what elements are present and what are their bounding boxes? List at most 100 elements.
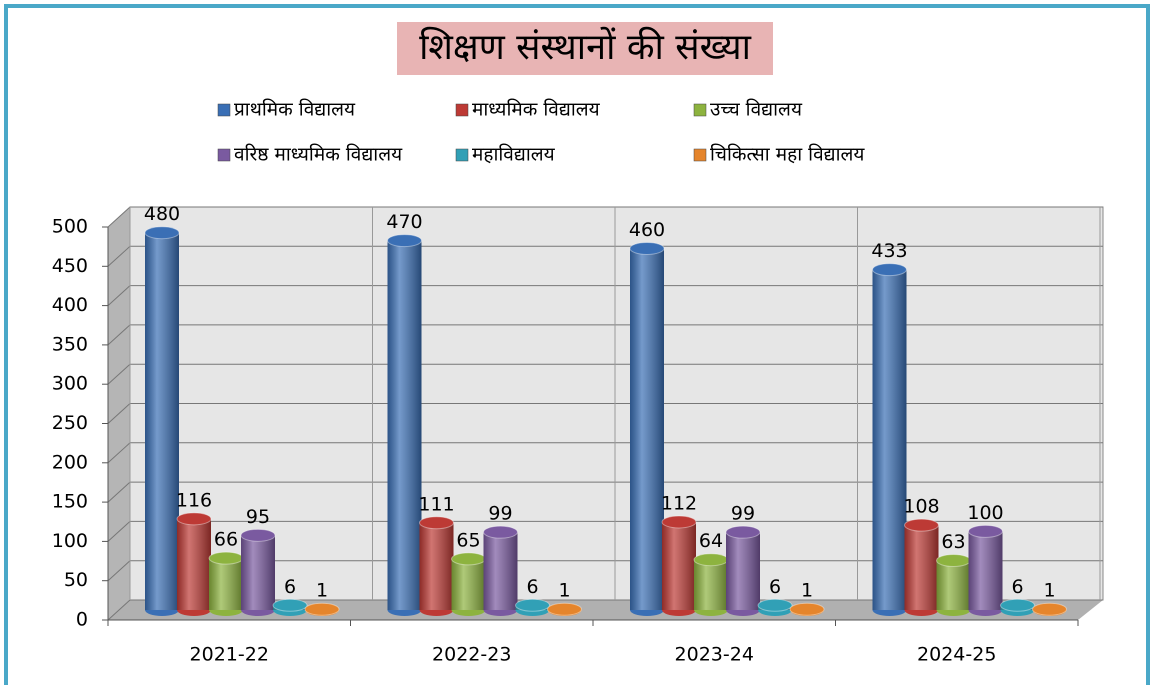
- bar-cap: [725, 525, 761, 539]
- bar-cap: [872, 263, 907, 277]
- data-label: 470: [386, 211, 422, 233]
- floor: [108, 600, 1103, 620]
- bar-cap: [387, 234, 422, 248]
- data-label: 66: [214, 529, 238, 551]
- bar-cap: [483, 525, 518, 539]
- grid-line: [107, 521, 131, 542]
- data-label: 112: [661, 492, 697, 514]
- y-tick-label: 250: [52, 412, 88, 434]
- legend-swatch: [693, 103, 707, 117]
- y-tick-label: 100: [52, 530, 88, 552]
- x-tick-label: 2022-23: [432, 644, 511, 666]
- data-label: 99: [488, 503, 512, 525]
- data-label: 63: [941, 531, 965, 553]
- data-label: 99: [731, 503, 755, 525]
- bar-cap: [451, 552, 486, 566]
- legend-label: प्राथमिक विद्यालय: [234, 98, 356, 121]
- data-label: 1: [316, 580, 328, 602]
- y-tick-label: 50: [64, 569, 88, 591]
- legend-label: वरिष्ठ माध्यमिक विद्यालय: [234, 143, 403, 166]
- data-label: 108: [903, 496, 939, 518]
- x-tick-label: 2023-24: [675, 644, 754, 666]
- legend-label: महाविद्यालय: [472, 143, 556, 166]
- bar-shade: [630, 248, 664, 610]
- bar-cap: [240, 528, 276, 542]
- bar-shade: [968, 531, 1003, 610]
- legend-swatch: [455, 148, 469, 162]
- legend-label: उच्च विद्यालय: [710, 98, 803, 121]
- grid-line: [107, 206, 131, 228]
- y-tick-label: 350: [52, 333, 88, 355]
- data-label: 6: [769, 576, 781, 598]
- bar-shade: [177, 518, 211, 610]
- bar-cap: [936, 553, 971, 567]
- grid-line: [107, 245, 131, 267]
- bar-shade: [451, 558, 486, 610]
- data-label: 480: [144, 203, 180, 225]
- grid-line: [107, 442, 131, 464]
- bar-cap: [1000, 598, 1035, 612]
- bar-cap: [208, 551, 244, 565]
- grid-line: [107, 481, 131, 503]
- title-box: [397, 22, 773, 75]
- legend-swatch: [217, 103, 231, 117]
- bar-cap: [693, 553, 729, 567]
- bar-cap: [757, 598, 793, 612]
- data-label: 95: [246, 506, 270, 528]
- grid-line: [107, 363, 131, 385]
- bar-shade: [694, 559, 728, 610]
- y-tick-label: 500: [52, 216, 88, 238]
- bar-cap: [176, 512, 212, 526]
- bar-shade: [209, 558, 243, 610]
- bar-shade: [726, 532, 760, 610]
- bar-cap: [629, 241, 665, 255]
- data-label: 100: [967, 502, 1003, 524]
- bar-shade: [872, 269, 907, 610]
- x-tick-label: 2021-22: [190, 644, 269, 666]
- bar-cap: [547, 602, 582, 616]
- data-label: 1: [801, 580, 813, 602]
- y-tick-label: 0: [76, 609, 88, 631]
- data-label: 433: [871, 240, 907, 262]
- data-label: 6: [284, 576, 296, 598]
- data-label: 65: [456, 529, 480, 551]
- data-label: 6: [1011, 576, 1023, 598]
- legend-label: चिकित्सा महा विद्यालय: [710, 143, 865, 166]
- grid-line: [107, 285, 131, 306]
- bar-cap: [515, 598, 550, 612]
- x-tick-label: 2024-25: [917, 644, 996, 666]
- bar-cap: [904, 518, 939, 532]
- legend-swatch: [693, 148, 707, 162]
- bar-shade: [145, 232, 179, 610]
- frame: [4, 4, 1150, 685]
- bar-shade: [662, 521, 696, 610]
- y-tick-label: 450: [52, 255, 88, 277]
- bar-cap: [144, 226, 180, 240]
- data-label: 111: [418, 493, 454, 515]
- data-label: 1: [1043, 580, 1055, 602]
- grid-line: [107, 560, 131, 582]
- y-tick-label: 400: [52, 294, 88, 316]
- y-tick-label: 300: [52, 373, 88, 395]
- bar-cap: [789, 602, 825, 616]
- bar-shade: [483, 532, 518, 610]
- bar-cap: [304, 602, 340, 616]
- bar-cap: [661, 515, 697, 529]
- grid-line: [107, 403, 131, 424]
- legend-swatch: [217, 148, 231, 162]
- data-label: 116: [176, 489, 212, 511]
- bar-cap: [1032, 602, 1067, 616]
- data-label: 1: [558, 580, 570, 602]
- bar-cap: [272, 598, 308, 612]
- bar-cap: [419, 516, 454, 530]
- legend-label: माध्यमिक विद्यालय: [472, 98, 601, 121]
- bar-shade: [241, 535, 275, 610]
- bar-shade: [419, 522, 454, 610]
- chart-title: शिक्षण संस्थानों की संख्या: [419, 26, 751, 68]
- legend-swatch: [455, 103, 469, 117]
- grid-line: [107, 599, 131, 621]
- grid-line: [107, 324, 131, 346]
- data-label: 6: [526, 576, 538, 598]
- y-tick-label: 200: [52, 451, 88, 473]
